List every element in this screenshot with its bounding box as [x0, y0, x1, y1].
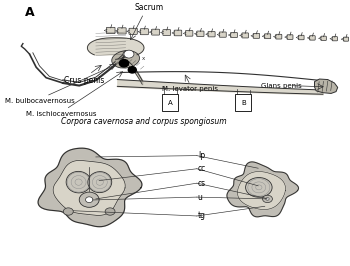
Polygon shape	[53, 160, 125, 215]
Ellipse shape	[266, 198, 269, 200]
Polygon shape	[227, 162, 299, 217]
Text: B: B	[241, 100, 246, 106]
Ellipse shape	[66, 171, 91, 193]
Text: cs: cs	[198, 179, 206, 188]
FancyBboxPatch shape	[231, 32, 237, 38]
Text: M. levator penis: M. levator penis	[162, 86, 218, 92]
FancyBboxPatch shape	[208, 31, 215, 37]
FancyBboxPatch shape	[140, 29, 148, 35]
Polygon shape	[315, 79, 338, 93]
FancyBboxPatch shape	[264, 34, 271, 39]
FancyBboxPatch shape	[343, 37, 349, 41]
FancyBboxPatch shape	[276, 34, 282, 39]
FancyBboxPatch shape	[298, 35, 304, 40]
FancyBboxPatch shape	[186, 31, 193, 36]
FancyBboxPatch shape	[163, 30, 171, 35]
Ellipse shape	[105, 208, 115, 215]
Text: tg: tg	[198, 211, 206, 221]
Text: Glans penis: Glans penis	[261, 83, 302, 89]
FancyBboxPatch shape	[152, 29, 160, 35]
FancyBboxPatch shape	[242, 33, 248, 38]
Polygon shape	[38, 148, 142, 227]
Text: cc: cc	[198, 164, 206, 173]
Ellipse shape	[85, 197, 93, 203]
FancyBboxPatch shape	[332, 37, 337, 41]
FancyBboxPatch shape	[321, 36, 326, 40]
FancyBboxPatch shape	[118, 28, 126, 34]
Ellipse shape	[112, 51, 140, 68]
FancyBboxPatch shape	[106, 27, 115, 34]
Ellipse shape	[124, 50, 134, 58]
Circle shape	[128, 67, 136, 73]
Text: Crus penis: Crus penis	[64, 76, 104, 85]
Text: Sacrum: Sacrum	[134, 3, 163, 12]
Text: x: x	[142, 56, 146, 61]
Ellipse shape	[246, 177, 272, 197]
Ellipse shape	[262, 195, 272, 203]
FancyBboxPatch shape	[219, 32, 226, 37]
Polygon shape	[88, 38, 144, 55]
FancyBboxPatch shape	[309, 36, 315, 40]
Text: M. bulbocavernosus: M. bulbocavernosus	[5, 98, 74, 104]
Circle shape	[119, 60, 128, 67]
FancyBboxPatch shape	[174, 30, 182, 36]
FancyBboxPatch shape	[253, 33, 260, 38]
FancyBboxPatch shape	[129, 28, 137, 34]
Text: A: A	[25, 6, 34, 19]
Text: lp: lp	[198, 151, 205, 160]
Text: M. ischiocavernosus: M. ischiocavernosus	[26, 111, 96, 117]
Ellipse shape	[88, 172, 112, 193]
Text: u: u	[198, 193, 203, 202]
Text: A: A	[168, 100, 173, 106]
Polygon shape	[238, 172, 286, 210]
Circle shape	[123, 51, 132, 57]
FancyBboxPatch shape	[197, 31, 204, 36]
FancyBboxPatch shape	[287, 35, 293, 39]
Ellipse shape	[79, 192, 99, 207]
Ellipse shape	[63, 208, 73, 215]
Text: Corpora cavernosa and corpus spongiosum: Corpora cavernosa and corpus spongiosum	[61, 117, 227, 126]
